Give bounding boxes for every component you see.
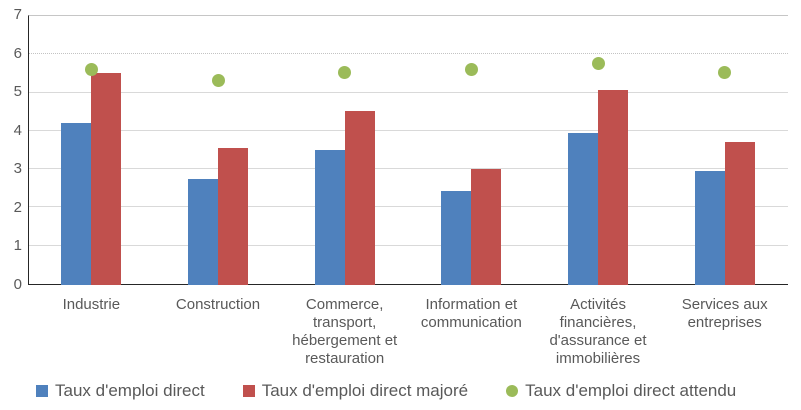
gridline <box>29 206 788 208</box>
bar-majore <box>91 72 122 285</box>
y-tick-label: 1 <box>13 237 22 255</box>
legend: Taux d'emploi direct Taux d'emploi direct… <box>36 381 736 401</box>
bar-majore <box>598 90 629 285</box>
y-tick-label: 5 <box>13 83 22 101</box>
category-axis: Industrie Construction Commerce, transport… <box>28 296 788 368</box>
plot-area <box>28 15 788 285</box>
y-tick-label: 0 <box>13 276 22 293</box>
legend-label: Taux d'emploi direct attendu <box>525 381 737 400</box>
bar-group <box>661 15 788 285</box>
bar-majore <box>724 142 755 285</box>
bar-majore <box>344 111 375 285</box>
category-label: Construction <box>175 296 261 313</box>
bar-pair <box>61 72 122 285</box>
bar-majore <box>218 148 248 285</box>
bar-pair <box>314 111 375 285</box>
y-tick-label: 6 <box>13 44 22 62</box>
bar-direct <box>61 123 92 285</box>
y-tick-label: 3 <box>13 160 22 178</box>
legend-circle-marker <box>506 385 519 397</box>
bar-groups <box>28 15 788 285</box>
bar-group <box>535 15 662 285</box>
category-label: Industrie <box>62 296 121 313</box>
legend-item: Taux d'emploi direct majoré <box>242 381 469 401</box>
expected-rate-dot <box>338 66 352 80</box>
expected-rate-dot <box>591 56 605 70</box>
y-tick-label: 7 <box>13 6 22 23</box>
expected-rate-dot <box>464 62 478 76</box>
legend-label: Taux d'emploi direct majoré <box>261 381 469 400</box>
bar-group <box>408 15 535 285</box>
gridline <box>29 91 788 93</box>
bar-group <box>155 15 282 285</box>
y-axis: 0 1 2 3 4 5 6 7 <box>0 7 22 293</box>
gridline <box>29 168 788 170</box>
category-label: Activités financières, d'assurance et im… <box>549 296 647 367</box>
legend-label: Taux d'emploi direct <box>55 381 205 400</box>
bar-group <box>28 15 155 285</box>
bar-majore <box>471 169 502 285</box>
legend-square-marker <box>242 385 255 397</box>
bar-group <box>281 15 408 285</box>
y-tick-label: 4 <box>13 121 22 139</box>
legend-square-marker <box>36 385 48 397</box>
y-tick-label: 2 <box>13 198 22 216</box>
expected-rate-dot <box>718 66 732 80</box>
legend-item: Taux d'emploi direct attendu <box>506 381 736 401</box>
category-label: Services aux entreprises <box>681 296 768 331</box>
expected-rate-dot <box>84 62 98 76</box>
gridline <box>29 244 788 246</box>
gridline <box>29 53 788 55</box>
bar-direct <box>694 171 725 285</box>
bar-direct <box>441 190 472 285</box>
expected-rate-dot <box>211 74 225 88</box>
bar-direct <box>568 132 599 285</box>
legend-item: Taux d'emploi direct <box>36 381 205 401</box>
gridline <box>29 129 788 131</box>
bar-pair <box>568 90 629 285</box>
bar-direct <box>314 150 345 285</box>
category-label: Commerce, transport, hébergement et rest… <box>292 296 398 367</box>
bar-pair <box>188 148 248 285</box>
bar-pair <box>441 169 502 285</box>
bar-pair <box>694 142 755 285</box>
category-label: Information et communication <box>420 296 522 331</box>
bar-direct <box>188 178 218 285</box>
